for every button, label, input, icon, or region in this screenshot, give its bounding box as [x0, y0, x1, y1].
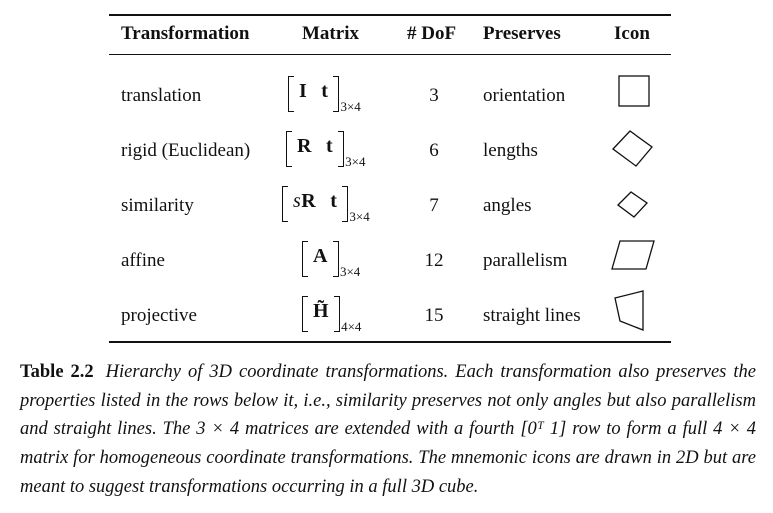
- row-preserves: parallelism: [483, 250, 568, 271]
- header-transformation: Transformation: [121, 23, 250, 44]
- right-bracket: [342, 186, 349, 222]
- row-matrix: A 3×4: [302, 240, 360, 282]
- row-matrix: sR t 3×4: [282, 185, 370, 227]
- caption-text: Hierarchy of 3D coordinate transformatio…: [20, 362, 756, 497]
- table-row: affine A 3×4 12 parallelism: [109, 232, 671, 288]
- parallelogram-icon: [611, 240, 655, 270]
- table-row: similarity sR t 3×4 7 angles: [109, 177, 671, 233]
- rotated-square-icon: [612, 130, 653, 167]
- row-preserves: lengths: [483, 140, 538, 161]
- row-dof: 6: [429, 140, 439, 161]
- matrix-subscript: 3×4: [339, 264, 361, 279]
- header-matrix: Matrix: [302, 23, 359, 44]
- square-icon: [618, 75, 650, 107]
- table-caption: Table 2.2 Hierarchy of 3D coordinate tran…: [20, 358, 756, 502]
- matrix-subscript: 4×4: [341, 319, 362, 334]
- matrix-subscript: 3×4: [349, 209, 370, 224]
- right-bracket: [334, 296, 341, 332]
- caption-label: Table 2.2: [20, 362, 94, 382]
- left-bracket: [288, 76, 294, 112]
- header-dof: # DoF: [407, 23, 457, 44]
- row-name: similarity: [121, 195, 194, 216]
- table-header-rule: [109, 54, 671, 55]
- row-matrix: H̃ 4×4: [302, 295, 361, 337]
- left-bracket: [302, 241, 308, 277]
- row-preserves: angles: [483, 195, 532, 216]
- row-dof: 3: [429, 85, 439, 106]
- right-bracket: [338, 131, 345, 167]
- row-name: projective: [121, 305, 197, 326]
- left-bracket: [286, 131, 292, 167]
- matrix-entries: H̃: [313, 300, 330, 322]
- table-bottom-rule: [109, 341, 671, 343]
- left-bracket: [282, 186, 288, 222]
- table-row: projective H̃ 4×4 15 straight lines: [109, 287, 671, 343]
- left-bracket: [302, 296, 308, 332]
- matrix-entries: sR t: [293, 190, 338, 212]
- trapezoid-icon: [614, 290, 644, 331]
- row-dof: 7: [429, 195, 439, 216]
- right-bracket: [333, 76, 340, 112]
- scaled-rotated-square-icon: [617, 191, 648, 218]
- table-top-rule: [109, 14, 671, 16]
- row-preserves: orientation: [483, 85, 566, 106]
- header-icon: Icon: [614, 23, 650, 44]
- matrix-subscript: 3×4: [340, 99, 361, 114]
- header-preserves: Preserves: [483, 23, 561, 44]
- row-dof: 12: [424, 250, 444, 271]
- right-bracket: [332, 241, 339, 277]
- row-preserves: straight lines: [483, 305, 581, 326]
- row-name: translation: [121, 85, 202, 106]
- matrix-entries: A: [313, 245, 328, 267]
- row-name: rigid (Euclidean): [121, 140, 251, 161]
- row-dof: 15: [424, 305, 444, 326]
- row-name: affine: [121, 250, 165, 271]
- matrix-subscript: 3×4: [345, 154, 366, 169]
